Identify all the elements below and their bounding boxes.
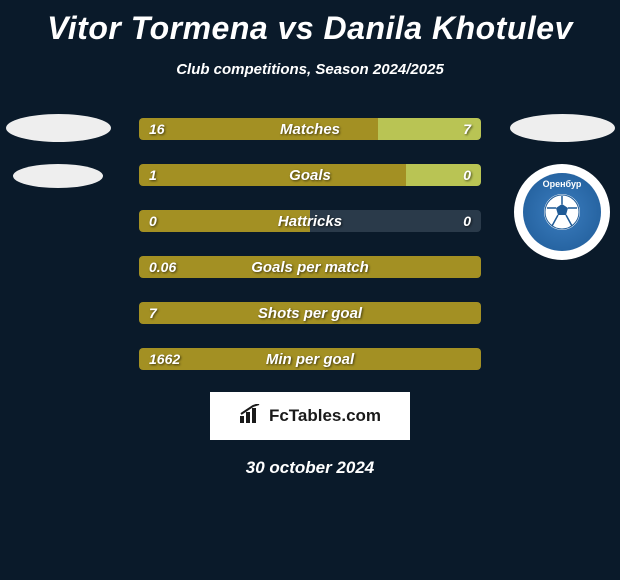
bar-label: Hattricks (139, 210, 481, 232)
footer-date: 30 october 2024 (0, 458, 620, 478)
stats-area: Оренбур 167Matches 10Goals 00Hattricks 0.06… (0, 118, 620, 370)
club-logo-right: Оренбур (514, 164, 610, 260)
footer-brand-badge: FcTables.com (210, 392, 410, 440)
stat-bar-row: 1662Min per goal (139, 348, 481, 370)
stat-bar-row: 167Matches (139, 118, 481, 140)
club-logo-ball-icon (544, 194, 580, 230)
stat-bar-row: 7Shots per goal (139, 302, 481, 324)
bar-label: Matches (139, 118, 481, 140)
left-team-badges (3, 114, 113, 188)
page-title: Vitor Tormena vs Danila Khotulev (0, 0, 620, 47)
stat-bar-row: 10Goals (139, 164, 481, 186)
right-team-badges: Оренбур (507, 114, 617, 260)
stat-bar-row: 00Hattricks (139, 210, 481, 232)
placeholder-ellipse (13, 164, 103, 188)
page-subtitle: Club competitions, Season 2024/2025 (0, 61, 620, 78)
bar-label: Goals per match (139, 256, 481, 278)
stat-bar-row: 0.06Goals per match (139, 256, 481, 278)
placeholder-ellipse (510, 114, 615, 142)
bar-label: Shots per goal (139, 302, 481, 324)
placeholder-ellipse (6, 114, 111, 142)
footer-brand-text: FcTables.com (269, 406, 381, 426)
bar-label: Goals (139, 164, 481, 186)
bars-container: 167Matches 10Goals 00Hattricks 0.06Goals pe… (139, 118, 481, 370)
chart-icon (239, 404, 263, 429)
bar-label: Min per goal (139, 348, 481, 370)
club-logo-text: Оренбур (523, 179, 601, 189)
